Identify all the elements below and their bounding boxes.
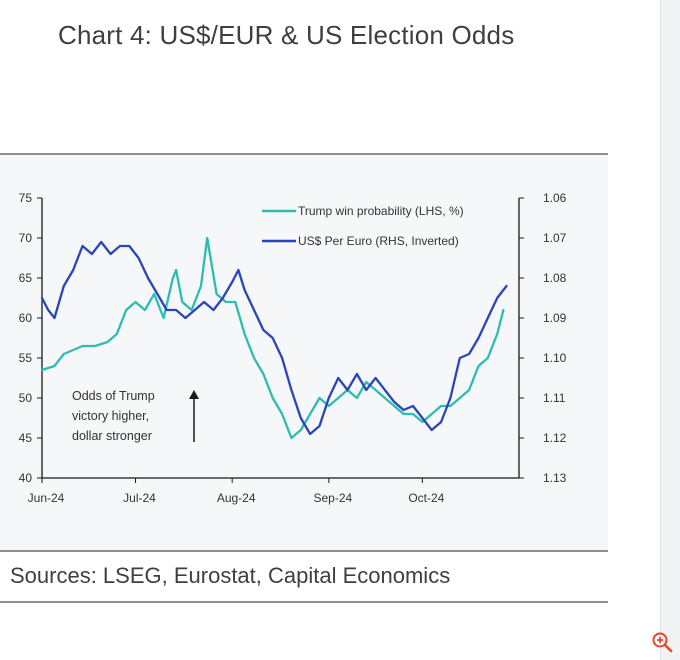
right-y-tick-label: 1.13 bbox=[543, 471, 567, 485]
left-y-tick-label: 55 bbox=[19, 351, 33, 365]
right-y-tick-label: 1.09 bbox=[543, 311, 567, 325]
right-y-tick-label: 1.11 bbox=[543, 391, 566, 405]
right-y-tick-label: 1.08 bbox=[543, 271, 567, 285]
left-y-tick-label: 45 bbox=[19, 431, 33, 445]
left-y-tick-label: 65 bbox=[19, 271, 33, 285]
chart-legend: Trump win probability (LHS, %) US$ Per Eu… bbox=[262, 204, 464, 248]
top-divider bbox=[0, 153, 608, 155]
middle-divider bbox=[0, 550, 608, 552]
x-tick-label: Oct-24 bbox=[408, 491, 444, 505]
right-y-tick-label: 1.06 bbox=[543, 191, 567, 205]
x-tick-label: Jun-24 bbox=[28, 491, 65, 505]
annotation-line: Odds of Trump bbox=[72, 389, 155, 403]
chart-plot: 40 45 50 55 60 65 70 75 1.13 1.12 1.11 1.10 1.09 1.08… bbox=[19, 191, 567, 505]
right-y-tick-label: 1.07 bbox=[543, 231, 567, 245]
usd-per-euro-line bbox=[40, 240, 508, 436]
right-y-tick-label: 1.12 bbox=[543, 431, 567, 445]
chart-annotation: Odds of Trump victory higher, dollar stron… bbox=[72, 389, 199, 443]
bottom-divider bbox=[0, 601, 608, 603]
right-scroll-strip bbox=[660, 0, 680, 660]
chart-series bbox=[40, 236, 508, 440]
sources-note: Sources: LSEG, Eurostat, Capital Economi… bbox=[10, 563, 451, 588]
x-tick-label: Jul-24 bbox=[123, 491, 156, 505]
right-y-tick-label: 1.10 bbox=[543, 351, 567, 365]
annotation-line: dollar stronger bbox=[72, 429, 152, 443]
annotation-arrow-head bbox=[189, 390, 199, 399]
chart-background bbox=[0, 155, 608, 550]
left-y-tick-label: 50 bbox=[19, 391, 33, 405]
chart-axes: 40 45 50 55 60 65 70 75 1.13 1.12 1.11 1.10 1.09 1.08… bbox=[19, 191, 567, 505]
trump-probability-line bbox=[40, 236, 505, 440]
x-tick-label: Aug-24 bbox=[217, 491, 256, 505]
annotation-line: victory higher, bbox=[72, 409, 149, 423]
left-y-tick-label: 75 bbox=[19, 191, 33, 205]
zoom-in-icon[interactable] bbox=[650, 630, 674, 654]
left-y-tick-label: 70 bbox=[19, 231, 33, 245]
legend-label-trump: Trump win probability (LHS, %) bbox=[298, 204, 464, 218]
chart-title: Chart 4: US$/EUR & US Election Odds bbox=[58, 20, 515, 50]
left-y-tick-label: 40 bbox=[19, 471, 33, 485]
x-tick-label: Sep-24 bbox=[313, 491, 352, 505]
left-y-tick-label: 60 bbox=[19, 311, 33, 325]
legend-label-usd: US$ Per Euro (RHS, Inverted) bbox=[298, 234, 459, 248]
